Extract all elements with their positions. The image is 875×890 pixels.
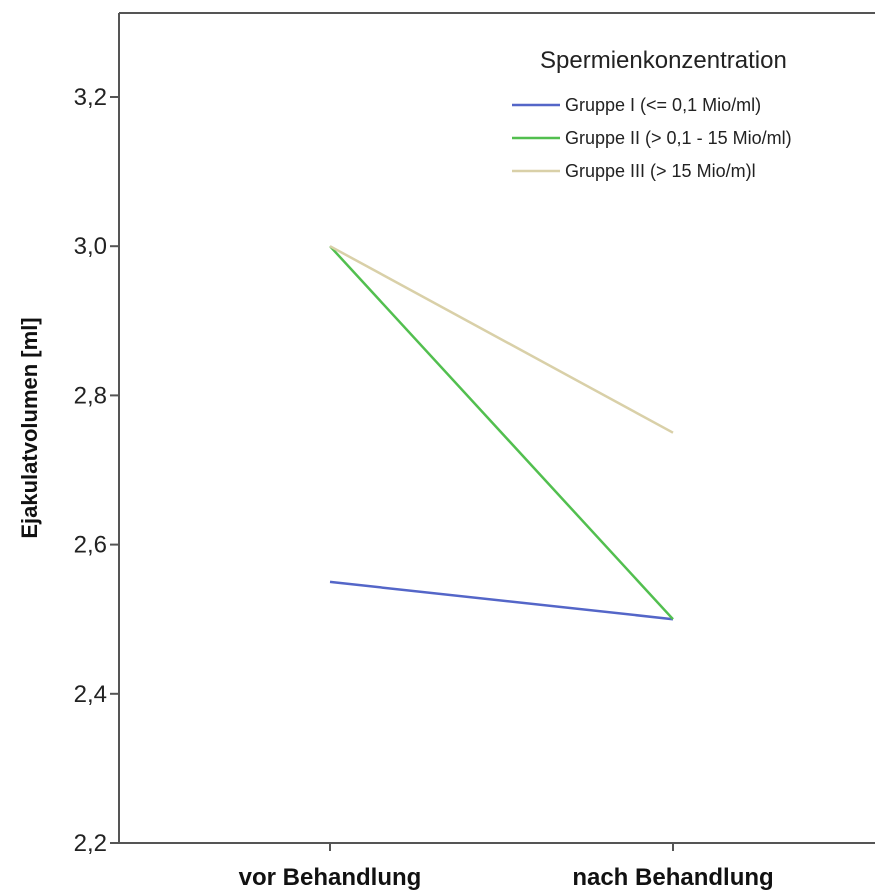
- x-category-label: vor Behandlung: [239, 864, 422, 890]
- legend-title: Spermienkonzentration: [540, 47, 787, 74]
- legend-entry-label: Gruppe II (> 0,1 - 15 Mio/ml): [565, 128, 792, 148]
- legend-entry-label: Gruppe I (<= 0,1 Mio/ml): [565, 95, 761, 115]
- y-tick-label: 3,2: [74, 84, 107, 111]
- y-tick-label: 2,4: [74, 681, 107, 708]
- legend-items: Gruppe I (<= 0,1 Mio/ml) Gruppe II (> 0,1…: [512, 95, 792, 181]
- y-tick-label: 2,6: [74, 532, 107, 559]
- x-category-label: nach Behandlung: [572, 864, 773, 890]
- y-tick-label: 2,8: [74, 382, 107, 409]
- series-line: [329, 245, 674, 434]
- x-axis-ticks: vor Behandlung nach Behandlung: [239, 843, 774, 890]
- legend-entry-label: Gruppe III (> 15 Mio/m)l: [565, 161, 756, 181]
- series-line: [329, 580, 674, 621]
- y-axis-title: Ejakulatvolumen [ml]: [17, 317, 42, 538]
- y-axis-ticks: 2,2 2,4 2,6 2,8 3,0 3,2: [74, 84, 119, 857]
- legend: Spermienkonzentration Gruppe I (<= 0,1 M…: [512, 47, 792, 181]
- plot-area: [118, 12, 875, 844]
- series-line: [329, 245, 674, 621]
- series-lines: [329, 245, 674, 621]
- y-tick-label: 2,2: [74, 830, 107, 857]
- y-tick-label: 3,0: [74, 233, 107, 260]
